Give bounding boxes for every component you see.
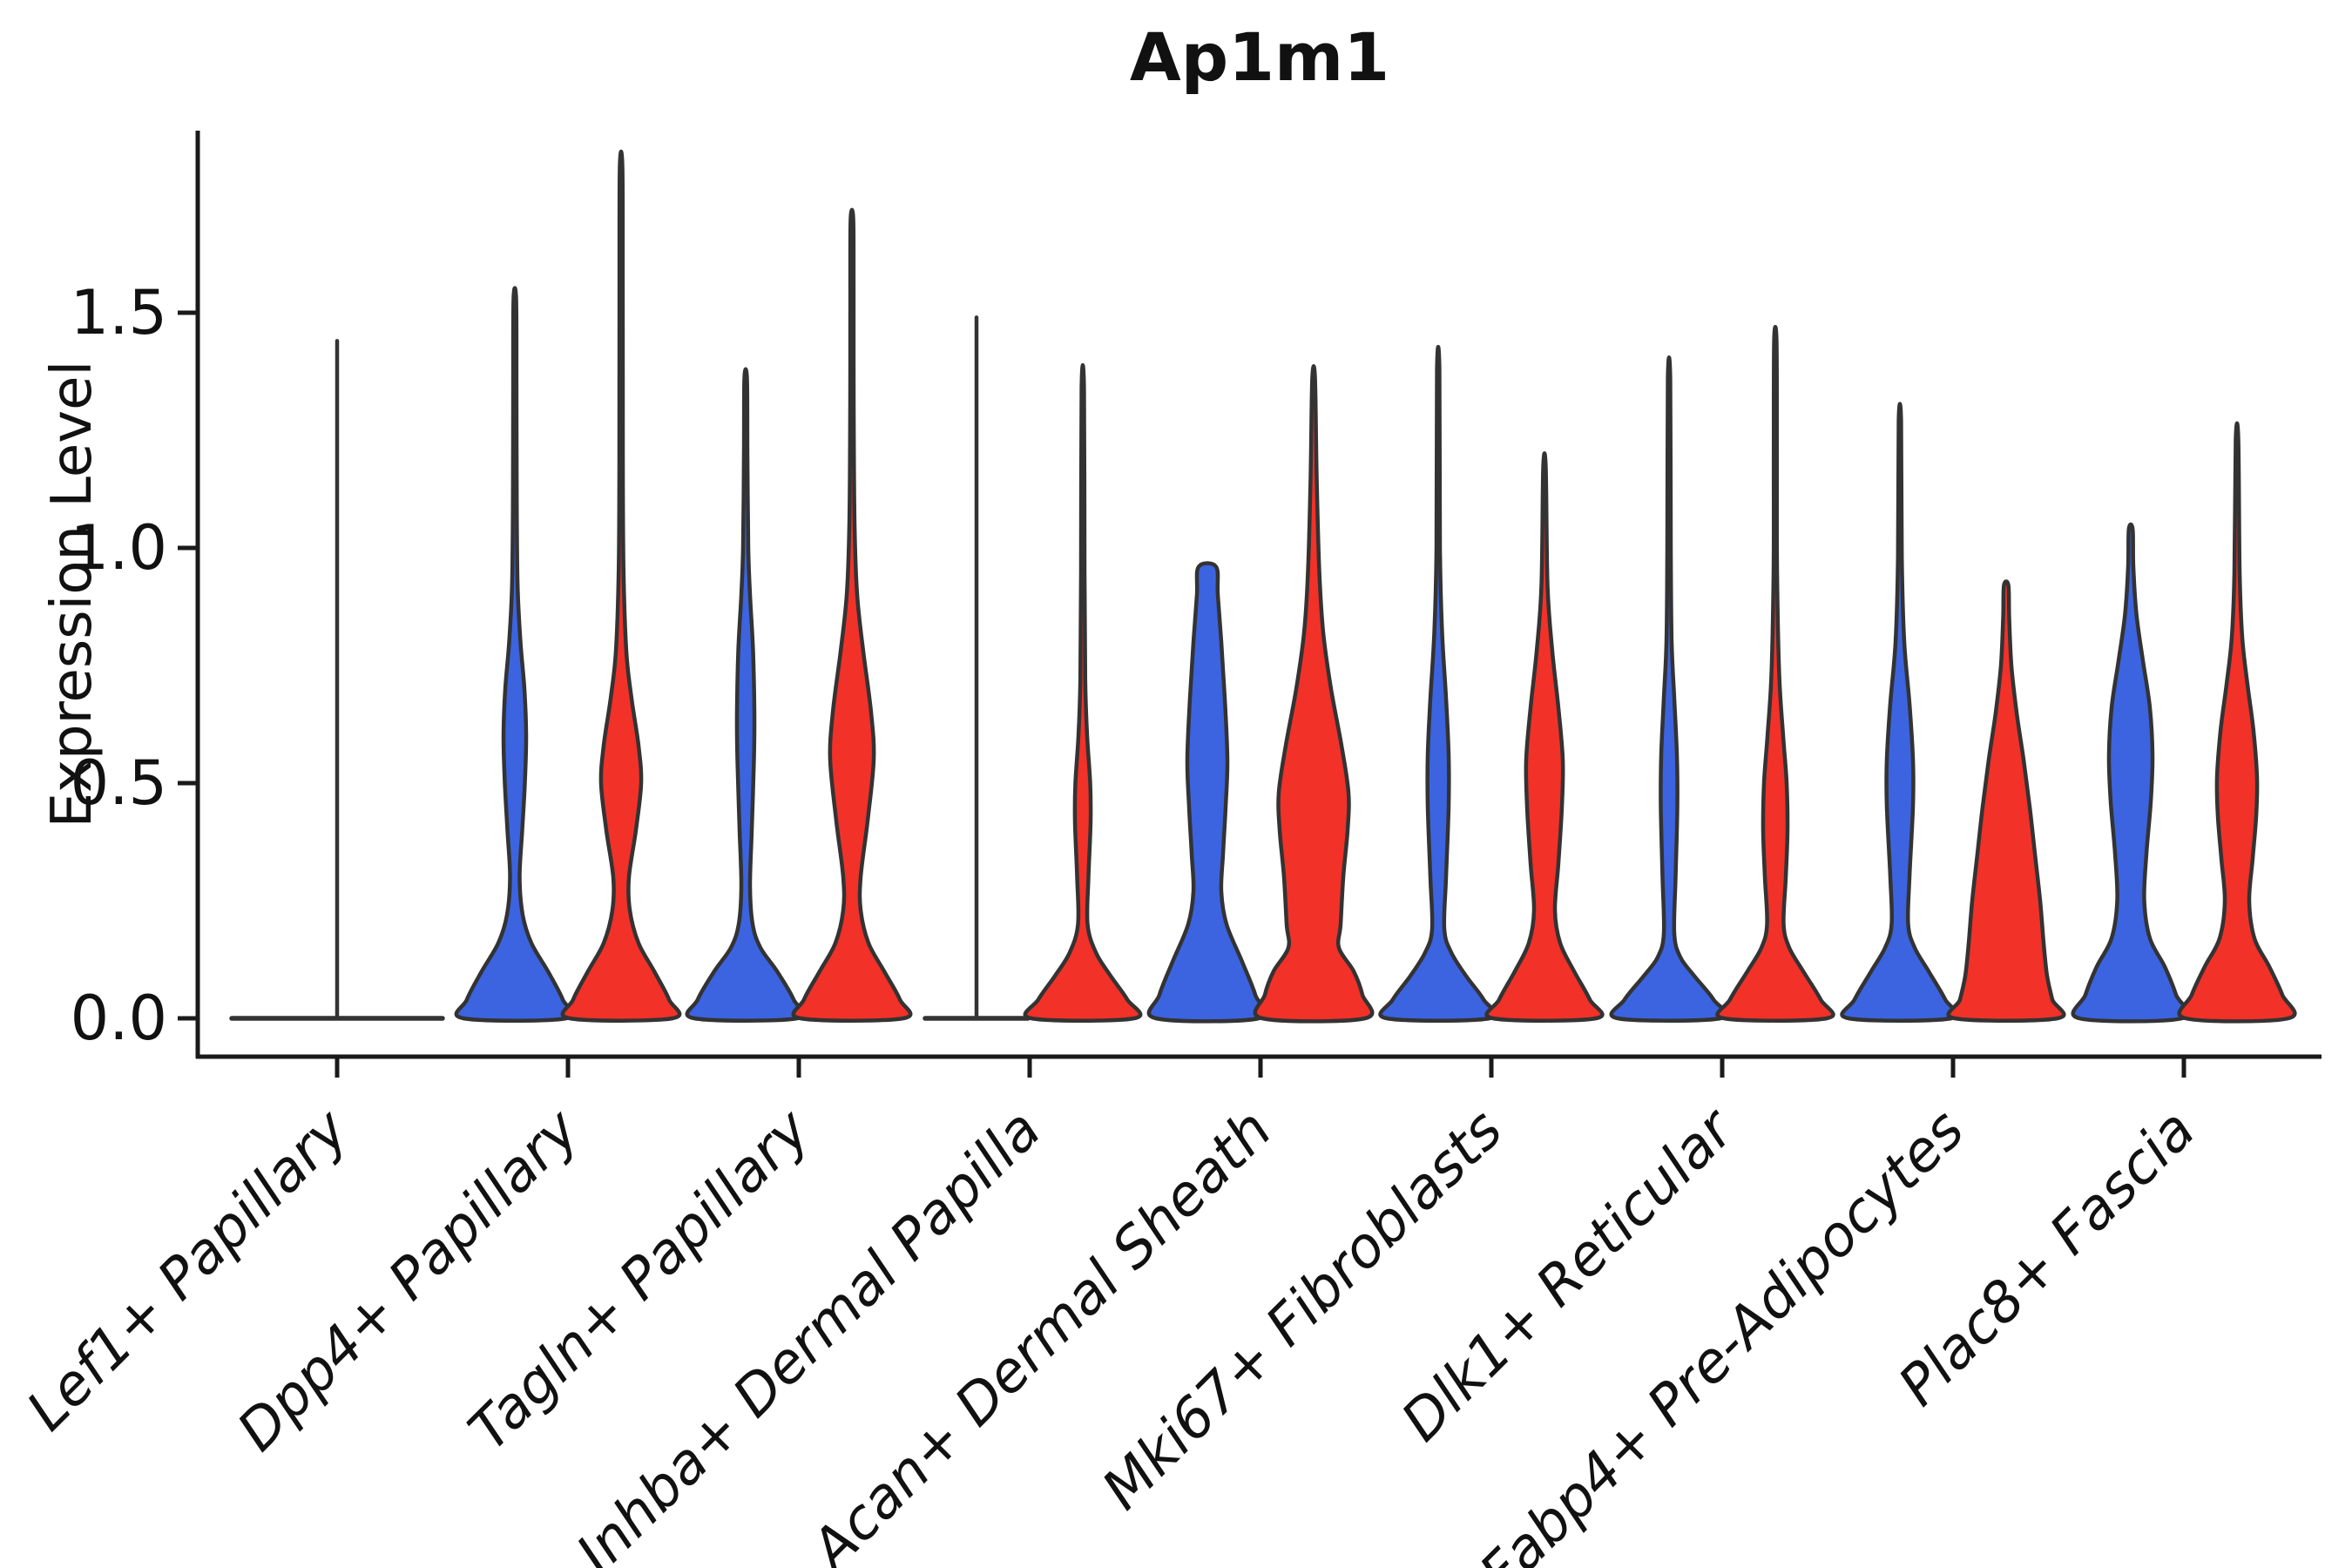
violin-left (1378, 345, 1498, 1023)
y-tick-label: 0.0 (71, 983, 167, 1054)
violin-right (2177, 421, 2297, 1024)
violin-right (1023, 363, 1143, 1023)
y-tick-label: 1.5 (71, 277, 167, 348)
violin-right (1253, 364, 1375, 1024)
x-tick-label: Inhba+ Dermal Papilla (564, 1098, 1053, 1568)
violin-left (685, 367, 807, 1023)
violin-left (1609, 355, 1729, 1023)
violin-right (1715, 324, 1835, 1023)
y-tick-label: 1.0 (71, 512, 167, 584)
y-tick-label: 0.5 (71, 747, 167, 819)
x-tick-label: Acan+ Dermal Sheath (797, 1098, 1284, 1568)
violin-right (1484, 451, 1605, 1023)
violin-right (560, 149, 682, 1023)
chart-title: Ap1m1 (1130, 18, 1389, 96)
x-tick-label: Mki67+ Fibroblasts (1091, 1098, 1516, 1523)
violin-left (1840, 402, 1960, 1023)
violin-right (1946, 579, 2066, 1023)
violin-left (1146, 561, 1268, 1024)
violin-left (2071, 522, 2191, 1024)
violin-right (791, 207, 913, 1023)
y-axis-label: Expression Level (40, 361, 105, 828)
violin-left (454, 286, 576, 1023)
